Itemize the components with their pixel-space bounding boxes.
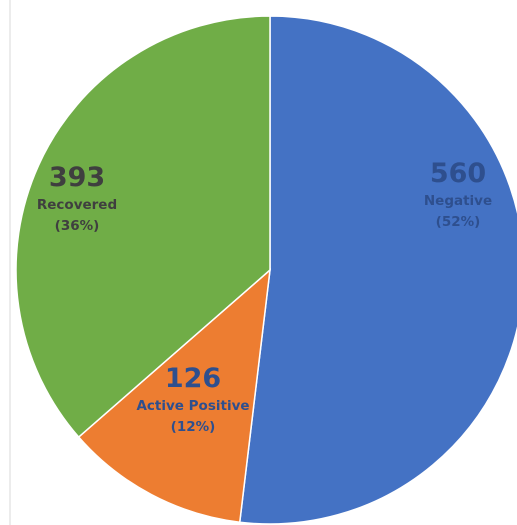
data-label-percent-active-positive: (12%) xyxy=(171,419,216,435)
data-label-category-recovered: Recovered xyxy=(37,197,117,213)
data-label-value-active-positive: 126 xyxy=(165,363,221,394)
pie-labels: 560 Negative (52%) 126 Active Positive (12%) 3… xyxy=(37,158,492,435)
data-label-percent-negative: (52%) xyxy=(436,214,481,230)
data-label-value-recovered: 393 xyxy=(49,162,105,193)
data-label-category-active-positive: Active Positive xyxy=(136,398,249,414)
pie-slices xyxy=(15,15,517,525)
data-label-percent-recovered: (36%) xyxy=(55,218,100,234)
pie-slice-negative xyxy=(238,15,517,525)
pie-slice-active-positive xyxy=(77,268,271,524)
data-label-category-negative: Negative xyxy=(424,193,492,209)
data-label-value-negative: 560 xyxy=(430,158,486,189)
pie-slice-recovered xyxy=(15,15,271,439)
